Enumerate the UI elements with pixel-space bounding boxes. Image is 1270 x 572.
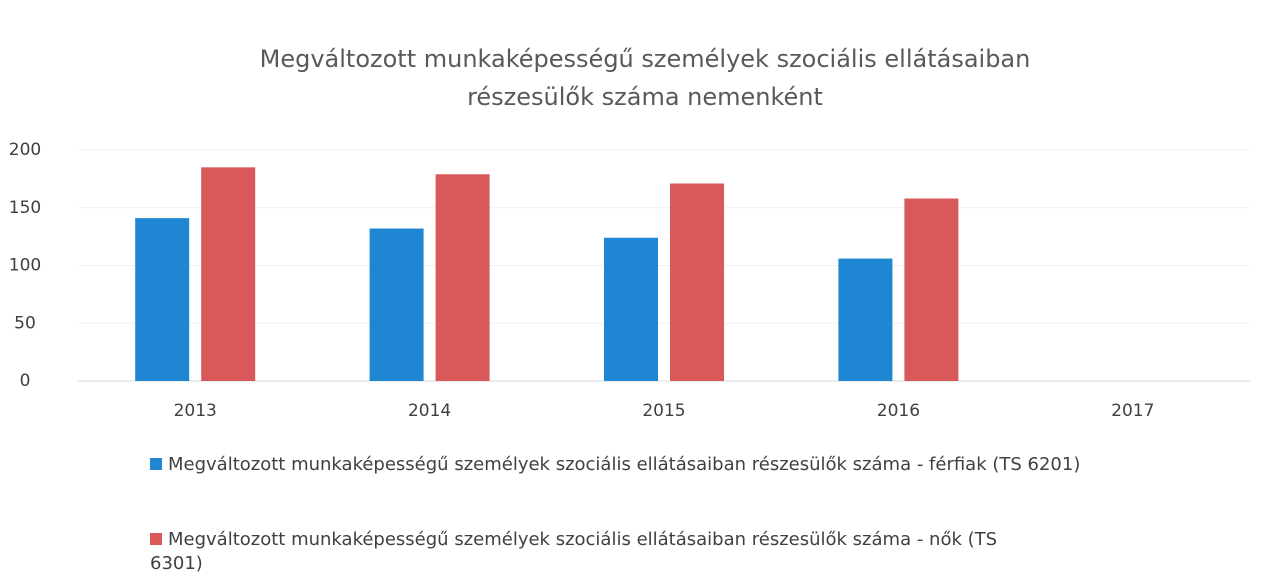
legend-swatch [150, 533, 162, 545]
x-tick-label: 2014 [408, 401, 451, 421]
legend-label: Megváltozott munkaképességű személyek sz… [150, 529, 998, 572]
bar [838, 258, 893, 381]
bar [369, 228, 424, 381]
legend-item: Megváltozott munkaképességű személyek sz… [150, 453, 1250, 477]
legend-item: Megváltozott munkaképességű személyek sz… [150, 528, 1030, 572]
x-tick-label: 2017 [1111, 401, 1154, 421]
bar [201, 167, 256, 381]
legend-label: Megváltozott munkaképességű személyek sz… [168, 454, 1081, 475]
y-tick-label: 0 [20, 371, 31, 391]
legend-swatch [150, 458, 162, 470]
chart-title: Megváltozott munkaképességű személyek sz… [259, 45, 1031, 111]
bar [604, 237, 658, 381]
bar [670, 183, 724, 381]
y-tick-label: 50 [14, 313, 36, 333]
bar [435, 174, 490, 381]
bar [135, 218, 190, 381]
y-tick-label: 100 [9, 256, 41, 276]
y-tick-label: 200 [9, 140, 41, 160]
y-tick-label: 150 [9, 198, 41, 218]
bar [904, 198, 959, 381]
x-tick-label: 2015 [642, 401, 685, 421]
x-tick-label: 2013 [174, 401, 217, 421]
x-tick-label: 2016 [877, 401, 920, 421]
